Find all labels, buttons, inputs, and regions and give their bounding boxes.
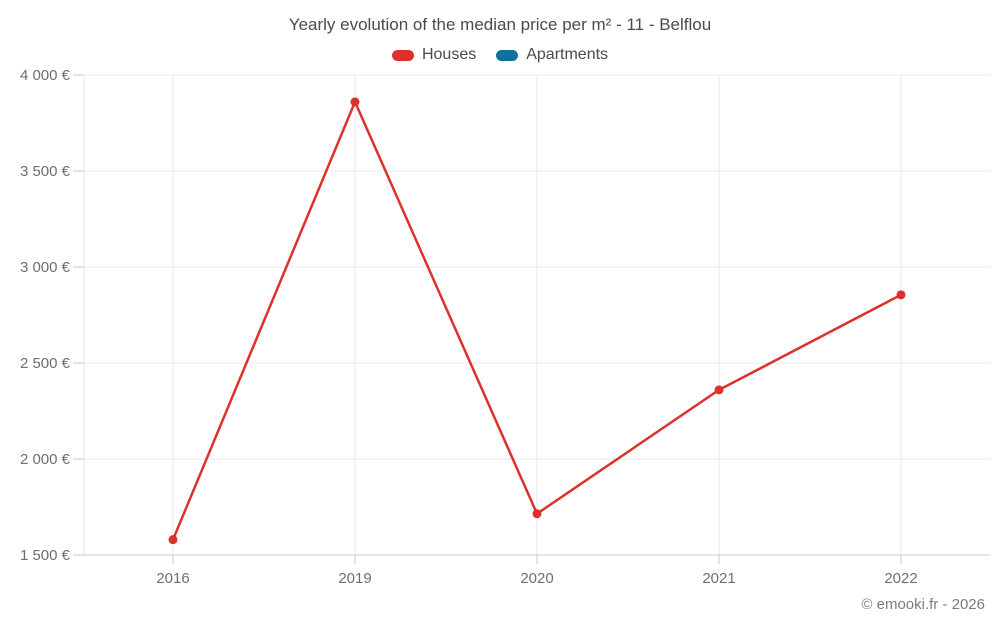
apartments-legend-swatch-icon — [496, 49, 519, 61]
y-axis-tick-label: 3 000 € — [20, 259, 71, 276]
houses-data-point[interactable] — [714, 385, 724, 395]
legend-item-apartments[interactable]: Apartments — [496, 46, 608, 64]
y-axis-tick-label: 4 000 € — [20, 67, 71, 84]
y-axis-tick-label: 2 000 € — [20, 451, 71, 468]
x-axis-tick-label: 2022 — [884, 570, 917, 587]
houses-legend-label: Houses — [421, 46, 477, 63]
y-axis-tick-label: 1 500 € — [20, 547, 71, 564]
x-axis-tick-label: 2020 — [520, 570, 553, 587]
legend: Houses Apartments — [0, 46, 1000, 64]
x-axis-tick-label: 2016 — [156, 570, 189, 587]
x-axis-tick-label: 2021 — [702, 570, 735, 587]
apartments-legend-label: Apartments — [526, 46, 609, 63]
houses-data-point[interactable] — [896, 290, 906, 300]
houses-data-point[interactable] — [350, 97, 360, 107]
x-axis-tick-label: 2019 — [338, 570, 371, 587]
chart-title: Yearly evolution of the median price per… — [288, 15, 712, 34]
copyright: © emooki.fr - 2026 — [861, 596, 985, 613]
houses-legend-swatch-icon — [391, 49, 414, 61]
y-axis-tick-label: 2 500 € — [20, 355, 71, 372]
legend-item-houses[interactable]: Houses — [391, 46, 477, 64]
houses-data-point[interactable] — [532, 509, 542, 519]
houses-data-point[interactable] — [168, 535, 178, 545]
y-axis-tick-label: 3 500 € — [20, 163, 71, 180]
